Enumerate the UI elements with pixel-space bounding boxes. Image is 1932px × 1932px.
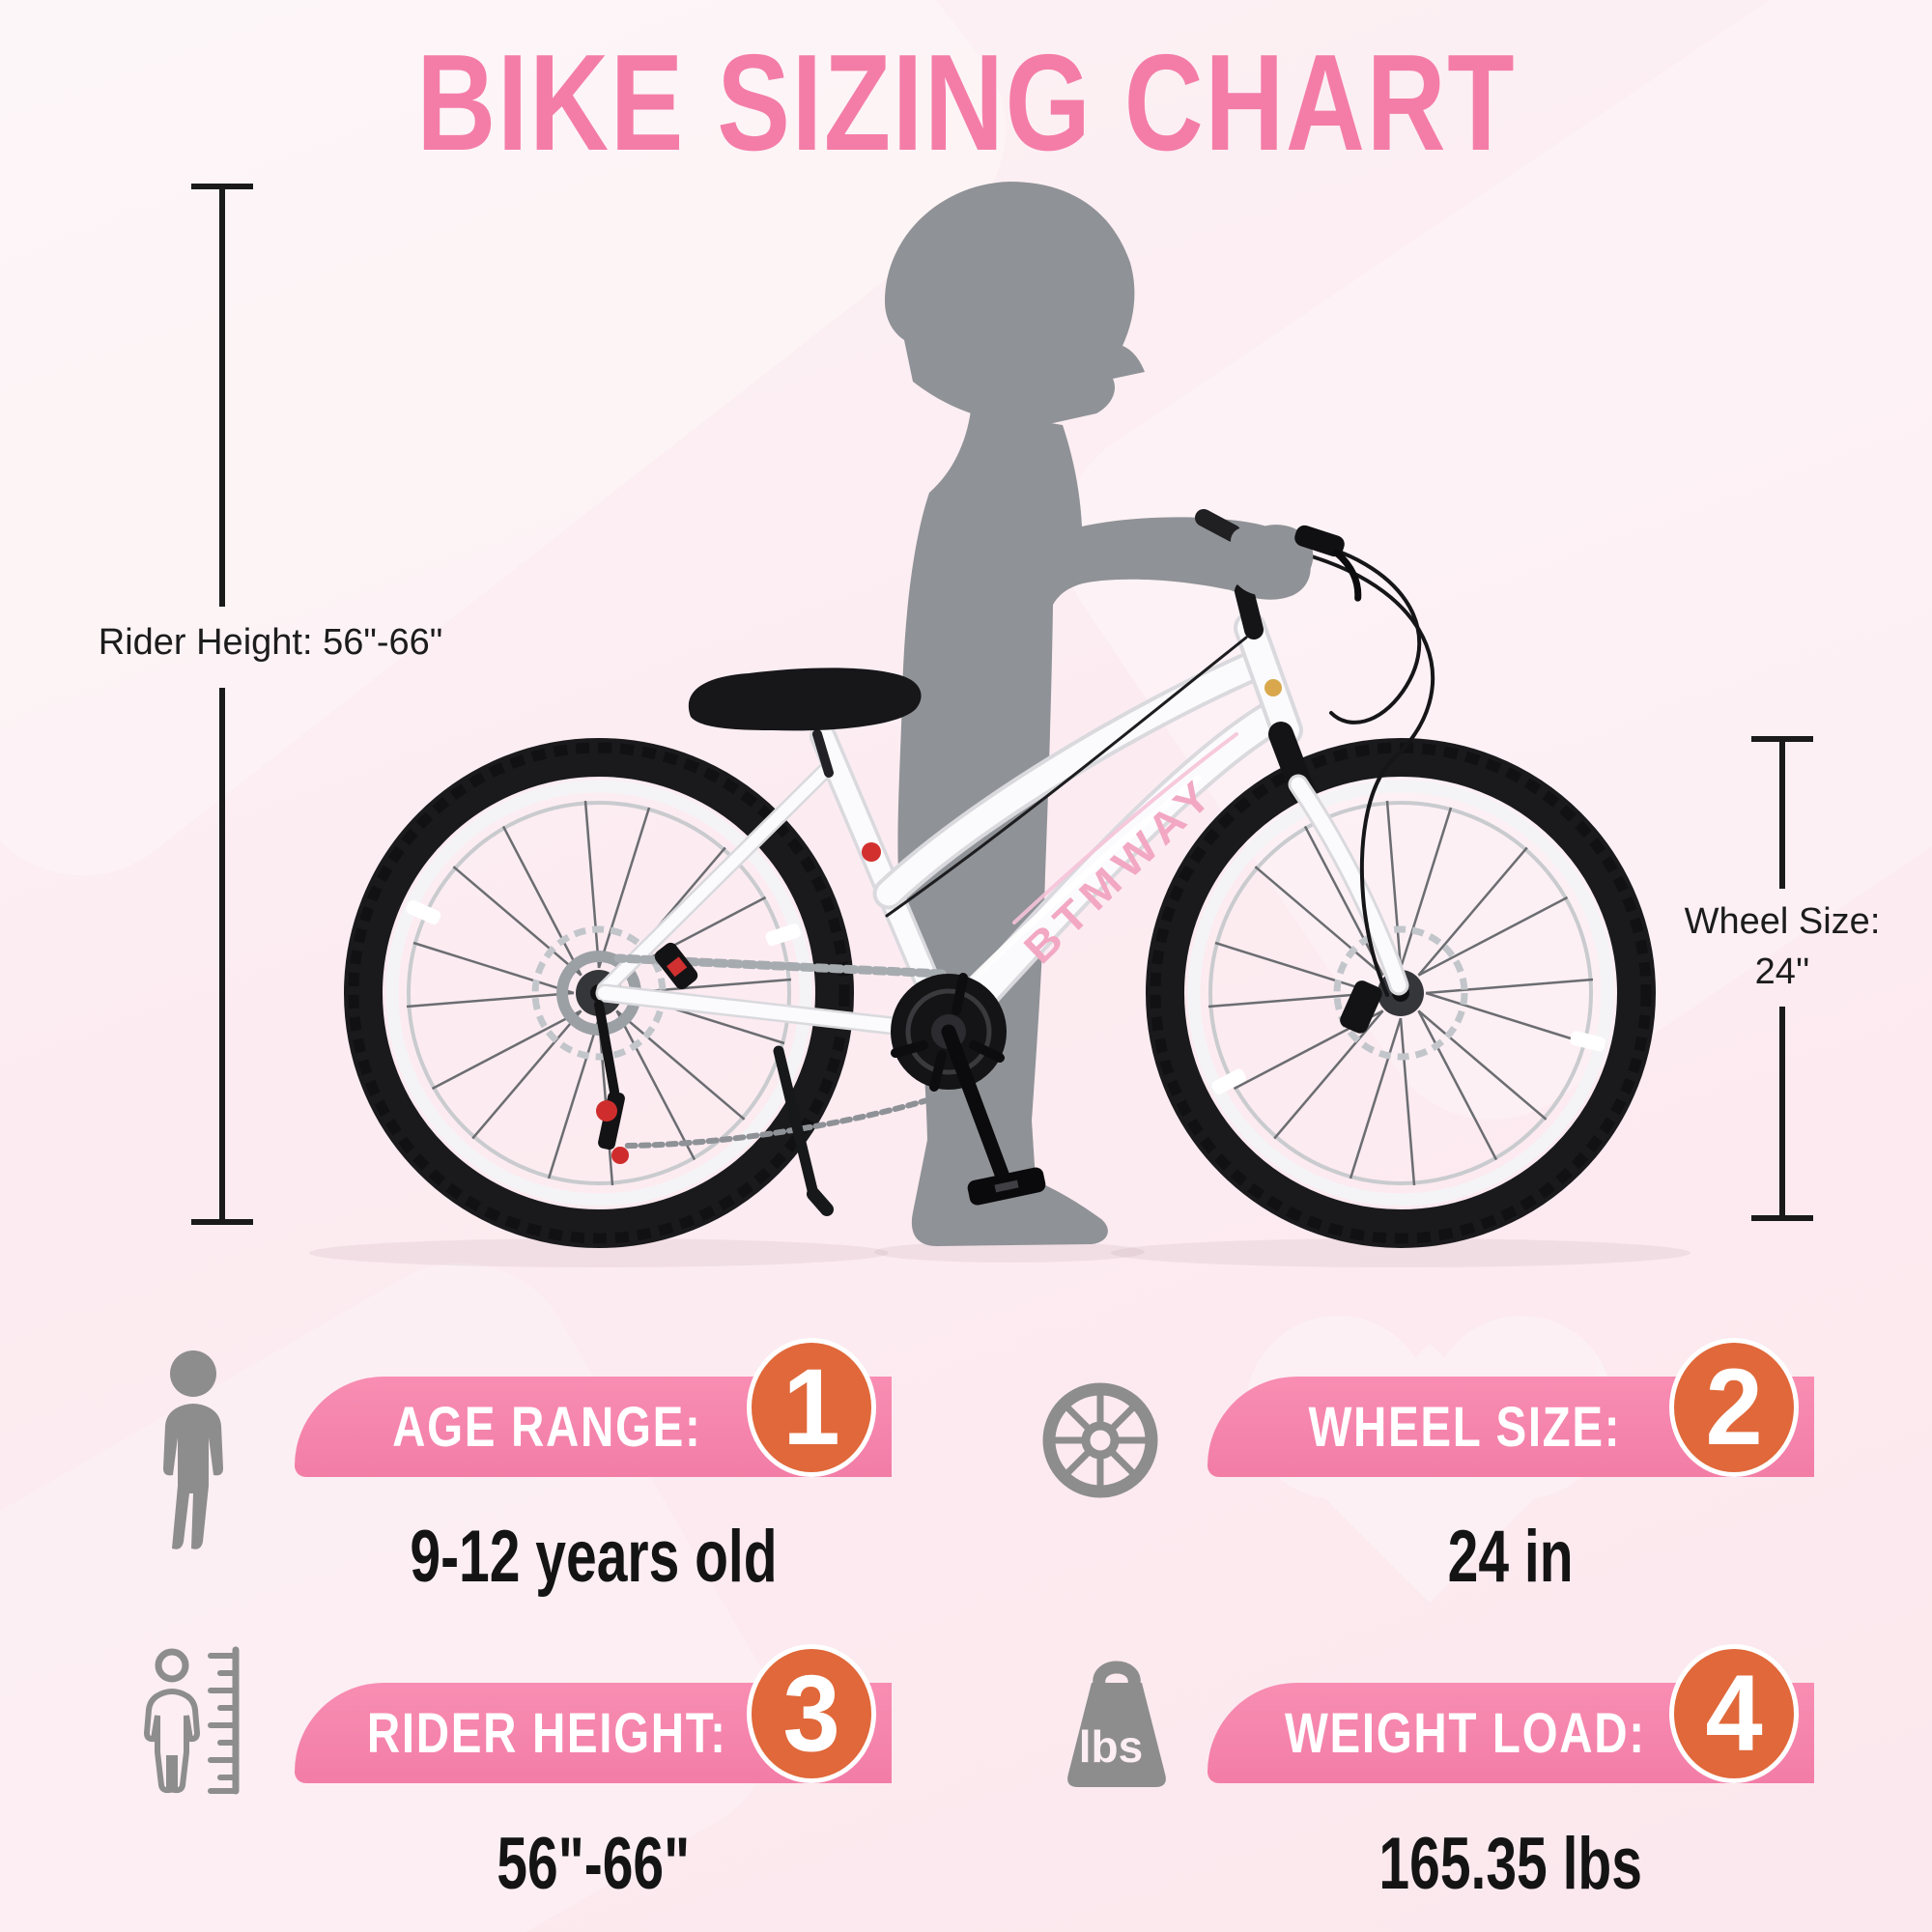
gold-decal [1264, 679, 1282, 696]
step-badge-4: 4 [1669, 1644, 1799, 1783]
measure-line [1779, 742, 1785, 889]
measure-cap [191, 1219, 253, 1225]
saddle [688, 668, 922, 778]
wheel-size-pill: WHEEL SIZE: 2 [1208, 1338, 1814, 1477]
child-hand-on-grip [1229, 525, 1362, 602]
measure-line [1779, 1007, 1785, 1215]
pill-label: AGE RANGE: [392, 1395, 702, 1459]
child-head-helmet [885, 182, 1145, 424]
pill-label: WHEEL SIZE: [1308, 1395, 1622, 1459]
measure-line [219, 688, 225, 1219]
rider-height-value: 56"-66" [497, 1823, 690, 1905]
weight-load-pill: WEIGHT LOAD: 4 [1208, 1644, 1814, 1783]
pedal [967, 1167, 1046, 1206]
age-range-value: 9-12 years old [409, 1516, 778, 1598]
pill-label: RIDER HEIGHT: [367, 1701, 727, 1765]
weight-lbs-icon: lbs [1053, 1652, 1180, 1795]
rear-wheel [344, 738, 854, 1248]
measure-cap [191, 184, 253, 189]
ground-shadows [309, 1238, 1690, 1267]
page-title: BIKE SIZING CHART [416, 26, 1516, 180]
measure-cap [1751, 1215, 1813, 1221]
pill-label: WEIGHT LOAD: [1284, 1701, 1646, 1765]
step-badge-2: 2 [1669, 1338, 1799, 1477]
weight-load-value: 165.35 lbs [1378, 1823, 1643, 1905]
step-badge-1: 1 [747, 1338, 876, 1477]
red-reflector [862, 842, 881, 862]
person-icon [145, 1349, 242, 1556]
brake-lever [1294, 525, 1362, 602]
drivetrain [594, 942, 1046, 1216]
wheel-size-label: Wheel Size: 24'' [1684, 901, 1881, 992]
rider-height-label: Rider Height: 56"-66" [98, 622, 443, 663]
measure-cap [1751, 736, 1813, 742]
weight-icon-text: lbs [1079, 1721, 1143, 1772]
height-ruler-icon [141, 1644, 252, 1797]
age-range-pill: AGE RANGE: 1 [295, 1338, 892, 1477]
step-badge-3: 3 [747, 1644, 876, 1783]
wheel-icon [1041, 1381, 1159, 1499]
wheel-size-value: 24 in [1448, 1516, 1574, 1598]
rider-height-pill: RIDER HEIGHT: 3 [295, 1644, 892, 1783]
measure-line [219, 189, 225, 607]
